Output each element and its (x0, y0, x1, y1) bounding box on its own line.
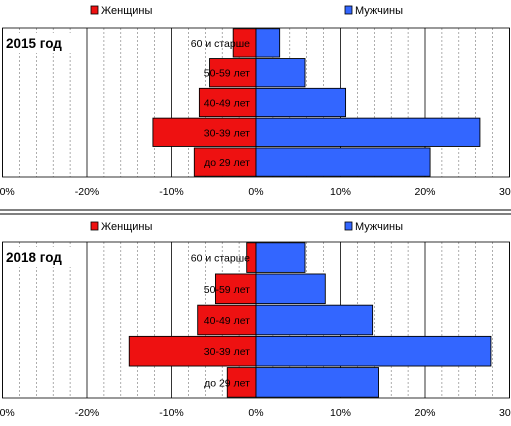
title-background (3, 33, 73, 53)
x-tick-label: -20% (75, 186, 100, 198)
legend-label-female: Женщины (101, 5, 152, 17)
category-label: до 29 лет (204, 157, 250, 169)
legend-label-male: Мужчины (355, 221, 403, 233)
x-tick-label: 30% (499, 407, 511, 419)
bar-male (255, 87, 347, 118)
x-tick-label: 10% (330, 186, 351, 198)
bar-female (128, 335, 257, 367)
plot-border (2, 241, 510, 399)
x-tick-label: -10% (159, 407, 184, 419)
bar-male (255, 117, 481, 147)
x-tick-label: -20% (75, 407, 100, 419)
bar-male (255, 273, 326, 305)
x-tick-label: 30% (499, 186, 511, 198)
x-tick-label: 0% (248, 186, 263, 198)
x-tick-label: -10% (159, 186, 184, 198)
bar-female (193, 147, 257, 177)
chart-title: 2015 год (6, 36, 62, 51)
chart-title: 2018 год (6, 250, 62, 265)
bar-male (255, 304, 374, 336)
category-label: 60 и старше (191, 253, 250, 265)
title-background (3, 247, 73, 267)
x-tick-label: 10% (330, 407, 351, 419)
category-label: 50-59 лет (204, 68, 250, 80)
x-tick-label: 20% (414, 407, 435, 419)
x-tick-label: 0% (248, 407, 263, 419)
bar-female (209, 58, 257, 88)
bar-male (255, 58, 306, 88)
legend-label-female: Женщины (101, 221, 152, 233)
bar-female (214, 273, 257, 305)
x-tick-label: 20% (414, 186, 435, 198)
bar-female (198, 87, 257, 118)
bar-male (255, 147, 431, 177)
bar-male (255, 242, 306, 273)
bar-female (197, 304, 257, 336)
x-tick-label: -30% (0, 407, 15, 419)
legend-swatch-female (90, 5, 99, 15)
bar-male (255, 367, 379, 398)
category-label: 30-39 лет (204, 346, 250, 358)
legend-swatch-male (344, 5, 353, 15)
category-label: 40-49 лет (204, 98, 250, 110)
category-label: 40-49 лет (204, 315, 250, 327)
category-label: 30-39 лет (204, 127, 250, 139)
x-tick-label: -30% (0, 186, 15, 198)
category-label: 60 и старше (191, 38, 250, 50)
bar-male (255, 28, 281, 58)
bar-female (152, 117, 257, 147)
category-label: 50-59 лет (204, 284, 250, 296)
category-label: до 29 лет (204, 377, 250, 389)
legend-swatch-female (90, 221, 99, 231)
plot-border (2, 27, 510, 178)
legend-label-male: Мужчины (355, 5, 403, 17)
legend-swatch-male (344, 221, 353, 231)
bar-male (255, 335, 492, 367)
